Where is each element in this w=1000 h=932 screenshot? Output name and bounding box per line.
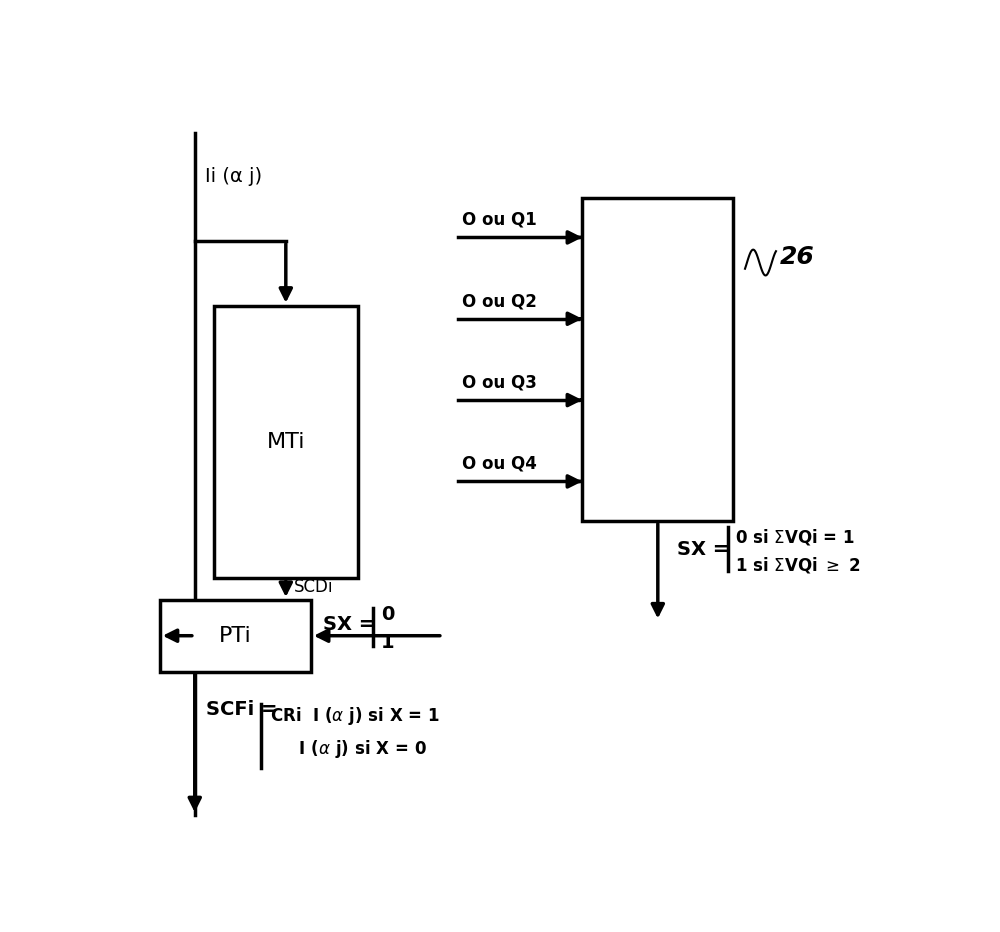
Text: 0 si $\Sigma$VQi = 1: 0 si $\Sigma$VQi = 1: [735, 528, 855, 547]
Text: PTi: PTi: [219, 625, 252, 646]
Text: MTi: MTi: [267, 432, 305, 452]
FancyBboxPatch shape: [160, 600, 311, 672]
Text: SX =: SX =: [323, 615, 375, 635]
Text: 1: 1: [381, 634, 394, 652]
Text: 0: 0: [381, 605, 394, 624]
Text: O ou Q4: O ou Q4: [462, 455, 537, 473]
Text: O ou Q2: O ou Q2: [462, 292, 537, 310]
Text: SX =: SX =: [677, 541, 729, 559]
Text: 26: 26: [780, 245, 815, 268]
Text: SCFi =: SCFi =: [206, 700, 278, 720]
FancyBboxPatch shape: [214, 306, 358, 578]
Text: O ou Q1: O ou Q1: [462, 211, 537, 229]
Text: SCDi: SCDi: [294, 578, 333, 596]
Text: 1 si $\Sigma$VQi $\geq$ 2: 1 si $\Sigma$VQi $\geq$ 2: [735, 555, 861, 575]
Text: Ii (α j): Ii (α j): [205, 167, 262, 185]
FancyBboxPatch shape: [582, 198, 733, 521]
Text: CRi  I ($\alpha$ j) si X = 1: CRi I ($\alpha$ j) si X = 1: [270, 706, 440, 727]
Text: O ou Q3: O ou Q3: [462, 374, 537, 391]
Text: I ($\alpha$ j) si X = 0: I ($\alpha$ j) si X = 0: [270, 738, 427, 761]
